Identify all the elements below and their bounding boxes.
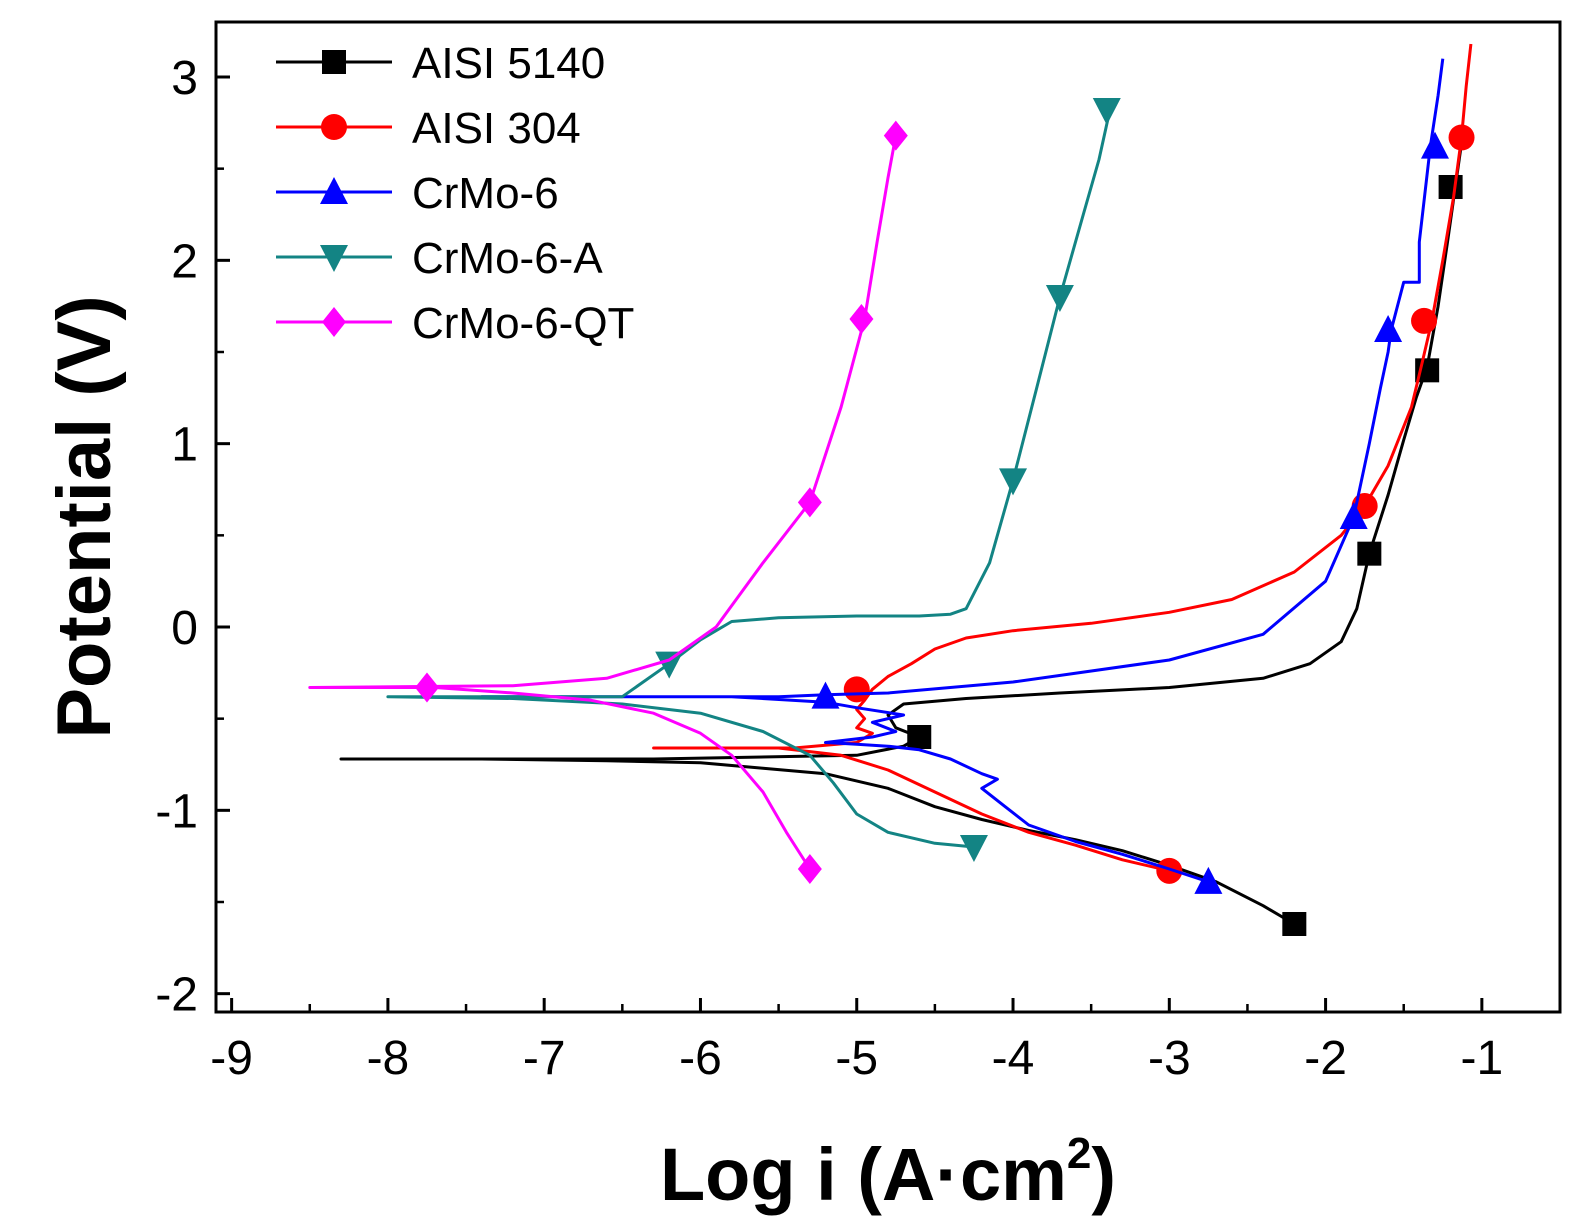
- data-point-marker: [1448, 124, 1475, 151]
- x-tick-label: -8: [367, 1032, 410, 1085]
- x-axis-title-close: ): [1091, 1133, 1116, 1216]
- data-point-marker: [1045, 285, 1074, 312]
- data-point-marker: [655, 651, 684, 679]
- x-tick-label: -7: [523, 1032, 566, 1085]
- legend-item: AISI 5140: [276, 39, 605, 88]
- legend: AISI 5140 AISI 304 CrMo-6 CrMo-6-A CrMo-6-QT: [276, 39, 634, 348]
- legend-marker: [322, 50, 346, 74]
- data-point-marker: [843, 676, 870, 703]
- y-tick-label: 0: [171, 602, 198, 655]
- series-line: [308, 135, 898, 870]
- y-tick-label: 2: [171, 235, 198, 288]
- data-point-marker: [414, 672, 439, 703]
- x-tick-label: -9: [210, 1032, 253, 1085]
- legend-label: AISI 5140: [412, 39, 605, 88]
- x-tick-label: -4: [992, 1032, 1035, 1085]
- data-point-marker: [1374, 315, 1403, 342]
- data-point-marker: [999, 468, 1028, 496]
- data-point-marker: [1339, 502, 1368, 529]
- data-point-marker: [797, 854, 822, 884]
- series-layer: [308, 43, 1475, 936]
- x-axis-title-superscript: 2: [1067, 1129, 1091, 1178]
- data-point-marker: [1092, 98, 1121, 125]
- data-point-marker: [1282, 912, 1307, 936]
- legend-label: CrMo-6-A: [412, 234, 603, 283]
- x-axis-title: Log i (A·cm2): [660, 1129, 1116, 1216]
- legend-item: AISI 304: [276, 104, 581, 153]
- data-point-marker: [1156, 857, 1183, 884]
- x-tick-label: -1: [1461, 1032, 1504, 1085]
- data-point-marker: [1411, 307, 1438, 334]
- legend-marker: [320, 177, 348, 204]
- y-axis-title: Potential (V): [42, 295, 127, 738]
- x-axis-ticks: -9 -8 -7 -6 -5 -4 -3 -2 -1: [210, 998, 1503, 1085]
- legend-marker: [320, 245, 348, 272]
- data-point-marker: [1420, 131, 1449, 159]
- legend-item: CrMo-6-QT: [276, 299, 634, 348]
- data-point-marker: [811, 681, 840, 709]
- legend-item: CrMo-6: [276, 169, 559, 218]
- legend-label: AISI 304: [412, 104, 581, 153]
- series-line: [480, 58, 1445, 884]
- plot-frame: [214, 20, 1562, 1014]
- x-tick-label: -3: [1148, 1032, 1191, 1085]
- data-point-marker: [797, 487, 822, 518]
- y-axis-ticks: -2 -1 0 1 2 3: [155, 52, 230, 1022]
- legend-marker: [321, 114, 347, 140]
- series-line: [386, 109, 1112, 849]
- x-tick-label: -2: [1304, 1032, 1347, 1085]
- legend-marker: [322, 307, 346, 337]
- x-tick-label: -6: [679, 1032, 722, 1085]
- legend-label: CrMo-6-QT: [412, 299, 634, 348]
- legend-label: CrMo-6: [412, 169, 559, 218]
- y-tick-label: -1: [155, 785, 198, 838]
- x-axis-title-main: Log i (A·cm: [660, 1133, 1067, 1216]
- data-point-marker: [1357, 541, 1382, 566]
- data-point-marker: [1194, 866, 1223, 894]
- y-tick-label: -2: [155, 969, 198, 1022]
- series-line: [652, 43, 1473, 873]
- y-tick-label: 3: [171, 52, 198, 105]
- series-crmo-6: [480, 58, 1449, 894]
- series-crmo-6-qt: [308, 120, 908, 884]
- data-point-marker: [907, 725, 932, 749]
- legend-item: CrMo-6-A: [276, 234, 603, 283]
- x-tick-label: -5: [835, 1032, 878, 1085]
- y-tick-label: 1: [171, 419, 198, 472]
- data-point-marker: [883, 120, 908, 151]
- data-point-marker: [959, 835, 988, 862]
- data-point-marker: [849, 304, 874, 334]
- data-point-marker: [1438, 175, 1463, 199]
